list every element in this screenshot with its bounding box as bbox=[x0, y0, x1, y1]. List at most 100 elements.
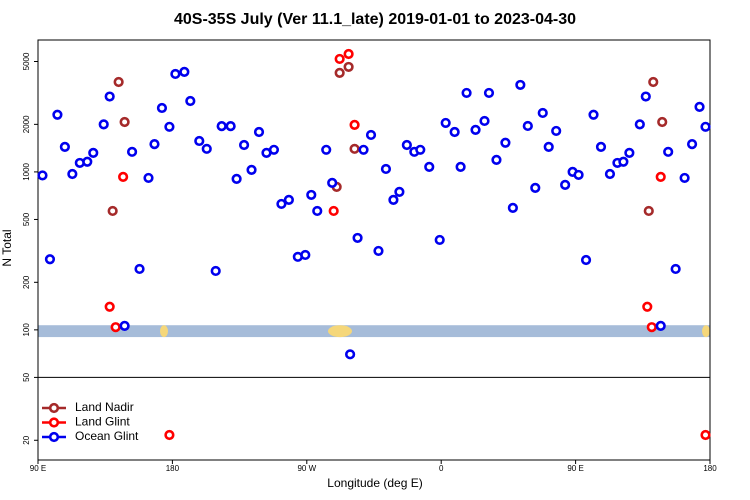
data-point bbox=[334, 67, 345, 79]
legend-marker bbox=[48, 417, 60, 428]
y-tick-label: 500 bbox=[22, 212, 31, 226]
data-point bbox=[149, 138, 160, 150]
data-point bbox=[551, 125, 562, 137]
data-point bbox=[663, 146, 674, 157]
data-point bbox=[300, 249, 311, 261]
data-point bbox=[37, 170, 48, 181]
data-point bbox=[657, 116, 668, 128]
legend-label: Land Nadir bbox=[75, 400, 134, 414]
data-point bbox=[82, 156, 93, 167]
data-point bbox=[624, 147, 635, 158]
data-point bbox=[491, 154, 502, 166]
data-point bbox=[373, 245, 384, 257]
land-shape bbox=[328, 325, 352, 338]
data-point bbox=[194, 135, 205, 147]
data-point bbox=[449, 126, 460, 138]
data-point bbox=[483, 87, 495, 99]
x-tick-label: 90 E bbox=[30, 464, 46, 473]
x-tick-label: 90 W bbox=[297, 464, 316, 473]
data-point bbox=[507, 202, 518, 213]
data-point bbox=[365, 129, 377, 141]
data-point bbox=[238, 139, 250, 151]
data-point bbox=[595, 141, 607, 152]
data-point bbox=[164, 121, 175, 132]
data-point bbox=[210, 265, 221, 277]
data-point bbox=[225, 120, 236, 132]
data-point bbox=[170, 68, 181, 80]
y-tick-label: 200 bbox=[22, 275, 31, 289]
data-point bbox=[618, 156, 629, 167]
data-point bbox=[700, 429, 711, 441]
y-tick-label: 5000 bbox=[22, 52, 31, 70]
data-point bbox=[655, 320, 666, 331]
data-point bbox=[283, 194, 294, 205]
data-point bbox=[107, 205, 118, 217]
data-point bbox=[700, 121, 711, 132]
y-axis-label: N Total bbox=[0, 229, 14, 266]
data-point bbox=[312, 205, 323, 217]
data-point bbox=[126, 146, 138, 157]
data-point bbox=[424, 161, 435, 172]
data-point bbox=[67, 168, 78, 180]
data-point bbox=[343, 48, 354, 60]
data-point bbox=[327, 177, 338, 188]
data-point bbox=[268, 144, 280, 155]
x-tick-label: 0 bbox=[439, 464, 444, 473]
data-point bbox=[104, 91, 115, 102]
data-point bbox=[352, 232, 363, 244]
data-point bbox=[143, 172, 154, 184]
data-point bbox=[470, 124, 481, 135]
data-point bbox=[201, 143, 212, 154]
legend-label: Ocean Glint bbox=[75, 429, 139, 443]
data-point bbox=[604, 168, 616, 180]
data-point bbox=[88, 147, 99, 158]
x-tick-label: 180 bbox=[166, 464, 180, 473]
x-tick-label: 90 E bbox=[567, 464, 583, 473]
legend-marker bbox=[48, 431, 60, 443]
data-point bbox=[119, 320, 130, 331]
x-axis-label: Longitude (deg E) bbox=[327, 476, 422, 490]
data-point bbox=[648, 76, 659, 88]
data-point bbox=[345, 349, 356, 360]
y-tick-label: 2000 bbox=[22, 115, 31, 133]
data-point bbox=[643, 205, 654, 217]
data-point bbox=[185, 95, 196, 107]
data-point bbox=[134, 263, 145, 275]
data-point bbox=[44, 254, 56, 265]
data-point bbox=[119, 116, 130, 128]
data-point bbox=[388, 194, 399, 205]
data-point bbox=[358, 144, 369, 155]
data-point bbox=[479, 115, 490, 127]
land-shape bbox=[160, 325, 168, 338]
data-point bbox=[156, 102, 168, 114]
chart-title: 40S-35S July (Ver 11.1_late) 2019-01-01 … bbox=[174, 11, 576, 28]
land-shape bbox=[702, 325, 710, 338]
data-point bbox=[530, 182, 541, 193]
data-point bbox=[455, 161, 466, 172]
data-point bbox=[306, 189, 317, 201]
plot-frame bbox=[37, 39, 711, 461]
data-point bbox=[246, 164, 257, 175]
legend-marker bbox=[48, 402, 60, 414]
data-point bbox=[642, 301, 653, 312]
data-point bbox=[500, 137, 511, 148]
data-point bbox=[461, 87, 472, 99]
y-tick-label: 20 bbox=[22, 435, 31, 444]
data-point bbox=[231, 173, 242, 185]
data-point bbox=[679, 172, 690, 184]
data-point bbox=[253, 126, 265, 138]
x-tick-label: 180 bbox=[703, 464, 717, 473]
data-point bbox=[104, 301, 115, 312]
data-point bbox=[522, 120, 533, 132]
data-point bbox=[113, 76, 124, 88]
data-point bbox=[343, 61, 354, 73]
data-point bbox=[321, 144, 332, 155]
data-point bbox=[349, 119, 360, 130]
data-point bbox=[537, 107, 548, 119]
data-point bbox=[646, 322, 657, 333]
data-point bbox=[573, 169, 584, 181]
data-point bbox=[434, 234, 445, 246]
data-point bbox=[118, 171, 129, 182]
data-point bbox=[686, 138, 698, 150]
